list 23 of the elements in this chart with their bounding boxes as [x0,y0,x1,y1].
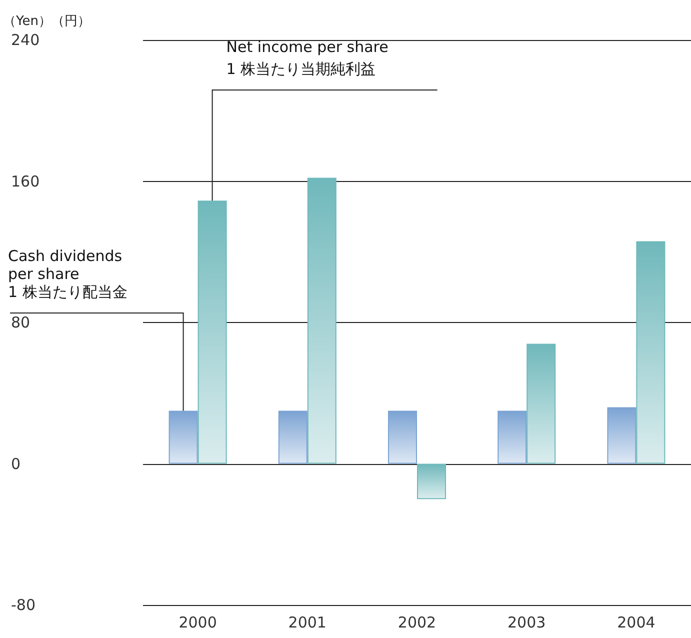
bar [607,407,636,464]
y-tick-label: 80 [11,314,30,332]
bar [168,410,198,464]
x-tick-label: 2001 [288,614,326,632]
x-tick-label: 2002 [398,614,436,632]
x-tick-label: 2000 [178,614,217,632]
bar [526,344,556,464]
x-tick-label: 2004 [617,614,656,632]
x-tick-label: 2003 [508,614,546,632]
bar [278,410,308,464]
y-tick-label: 240 [11,31,40,49]
bar [388,410,417,464]
y-tick-label: -80 [11,596,36,614]
bar [417,464,446,500]
text: Cash dividends per share 1 株当たり配当金 [8,247,128,301]
bar [636,241,666,464]
y-tick-label: 0 [11,454,21,473]
text: Net income per share 1 株当たり当期純利益 [226,38,388,78]
bar [307,178,336,464]
bar [198,200,227,464]
bar [498,410,527,464]
y-tick-label: 160 [11,172,40,190]
y-axis-title: （Yen）（円） [3,14,90,29]
